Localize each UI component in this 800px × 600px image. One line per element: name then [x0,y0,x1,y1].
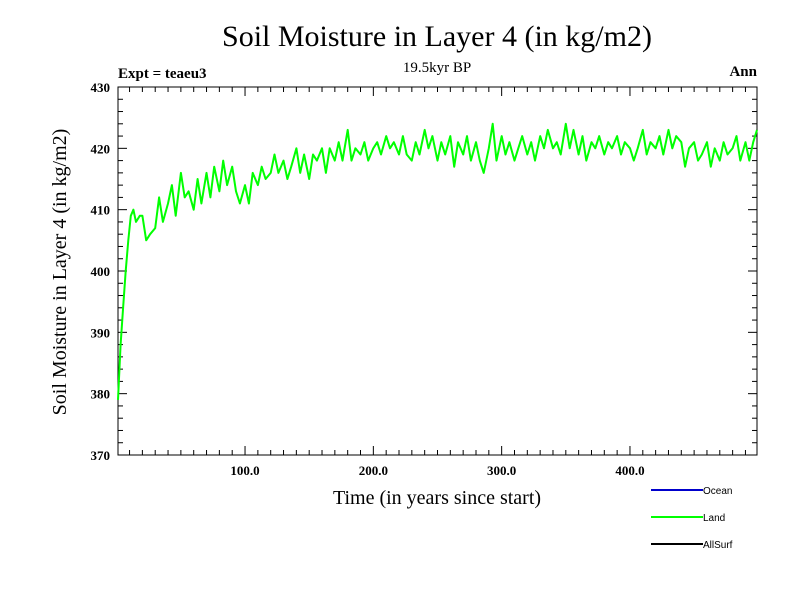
y-tick-label: 420 [91,141,111,156]
y-tick-label: 400 [91,264,111,279]
period-label: Ann [729,64,757,80]
chart-title: Soil Moisture in Layer 4 (in kg/m2) [222,20,652,53]
legend-label-land: Land [703,513,725,524]
y-tick-label: 390 [91,325,111,340]
x-axis-label: Time (in years since start) [333,487,541,509]
y-tick-label: 370 [91,448,111,463]
legend-label-ocean: Ocean [703,486,732,497]
y-axis-label: Soil Moisture in Layer 4 (in kg/m2) [49,129,71,416]
series-layer [117,122,758,400]
x-tick-label: 200.0 [359,463,388,478]
x-axis: 100.0 200.0 300.0 400.0 [129,87,746,478]
x-tick-label: 400.0 [615,463,644,478]
y-tick-label: 380 [91,387,111,402]
y-axis: 370 380 390 400 410 420 430 [91,80,757,463]
legend: Ocean Land AllSurf [651,486,733,551]
chart-subtitle: 19.5kyr BP [403,60,471,76]
y-tick-label: 430 [91,80,111,95]
experiment-label: Expt = teaeu3 [118,66,207,82]
x-tick-label: 300.0 [487,463,516,478]
series-line-land [117,122,758,400]
x-tick-label: 100.0 [230,463,259,478]
y-tick-label: 410 [91,203,111,218]
legend-label-allsurf: AllSurf [703,540,733,551]
